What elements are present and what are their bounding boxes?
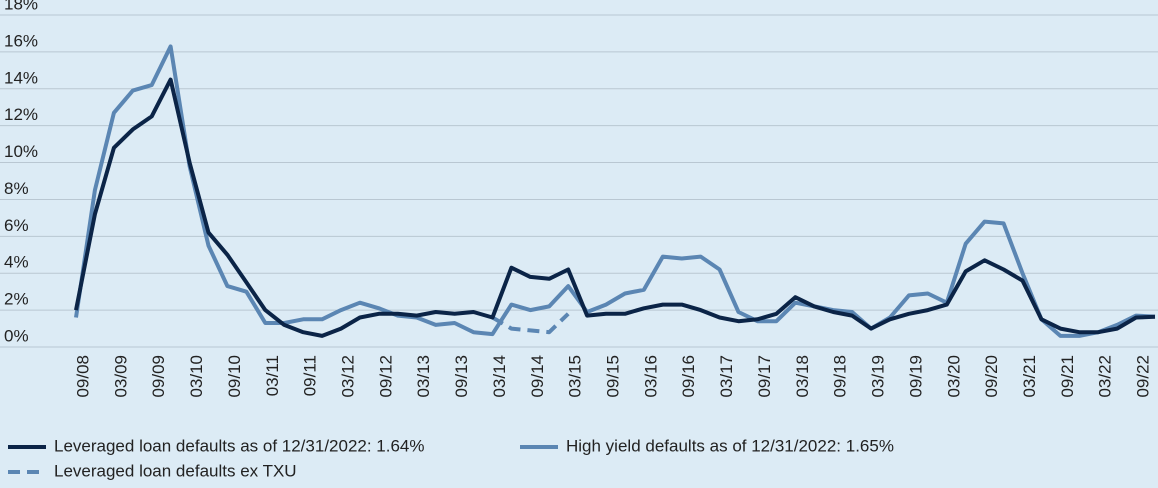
x-tick-label: 09/09 bbox=[149, 355, 168, 398]
x-tick-label: 09/16 bbox=[679, 355, 698, 398]
x-tick-label: 03/22 bbox=[1096, 355, 1115, 398]
legend-label: Leveraged loan defaults ex TXU bbox=[54, 461, 297, 480]
x-tick-label: 03/09 bbox=[111, 355, 130, 398]
x-tick-label: 03/20 bbox=[944, 355, 963, 398]
data-line bbox=[74, 44, 1156, 338]
x-tick-label: 03/11 bbox=[263, 355, 282, 396]
legend-label: High yield defaults as of 12/31/2022: 1.… bbox=[566, 436, 894, 455]
x-tick-label: 09/18 bbox=[831, 355, 850, 398]
x-tick-label: 09/17 bbox=[755, 355, 774, 398]
x-tick-label: 03/16 bbox=[641, 355, 660, 398]
y-tick-label: 10% bbox=[4, 142, 38, 161]
x-tick-label: 03/21 bbox=[1020, 355, 1039, 398]
x-tick-label: 09/13 bbox=[452, 355, 471, 398]
x-tick-label: 03/19 bbox=[869, 355, 888, 398]
y-tick-label: 18% bbox=[4, 0, 38, 13]
x-tick-label: 09/22 bbox=[1134, 355, 1153, 398]
data-line bbox=[74, 77, 1156, 338]
y-tick-label: 14% bbox=[4, 68, 38, 87]
x-tick-label: 03/12 bbox=[339, 355, 358, 398]
data-line bbox=[491, 312, 570, 335]
x-tick-label: 03/17 bbox=[717, 355, 736, 398]
y-tick-label: 4% bbox=[4, 253, 29, 272]
x-tick-label: 09/19 bbox=[906, 355, 925, 398]
x-tick-label: 09/10 bbox=[225, 355, 244, 398]
legend-label: Leveraged loan defaults as of 12/31/2022… bbox=[54, 436, 425, 455]
x-tick-label: 09/14 bbox=[528, 355, 547, 398]
x-tick-label: 09/21 bbox=[1058, 355, 1077, 398]
x-tick-label: 03/15 bbox=[566, 355, 585, 398]
y-tick-label: 8% bbox=[4, 179, 29, 198]
x-tick-label: 09/15 bbox=[604, 355, 623, 398]
x-tick-label: 09/11 bbox=[301, 355, 320, 396]
y-tick-label: 2% bbox=[4, 290, 29, 309]
y-tick-label: 16% bbox=[4, 31, 38, 50]
x-tick-label: 09/12 bbox=[376, 355, 395, 398]
y-tick-label: 6% bbox=[4, 216, 29, 235]
y-tick-label: 0% bbox=[4, 326, 29, 345]
x-tick-label: 03/10 bbox=[187, 355, 206, 398]
x-tick-label: 09/08 bbox=[73, 355, 92, 398]
y-tick-label: 12% bbox=[4, 105, 38, 124]
x-tick-label: 03/18 bbox=[793, 355, 812, 398]
x-tick-label: 09/20 bbox=[982, 355, 1001, 398]
x-tick-label: 03/14 bbox=[490, 355, 509, 398]
x-tick-label: 03/13 bbox=[414, 355, 433, 398]
